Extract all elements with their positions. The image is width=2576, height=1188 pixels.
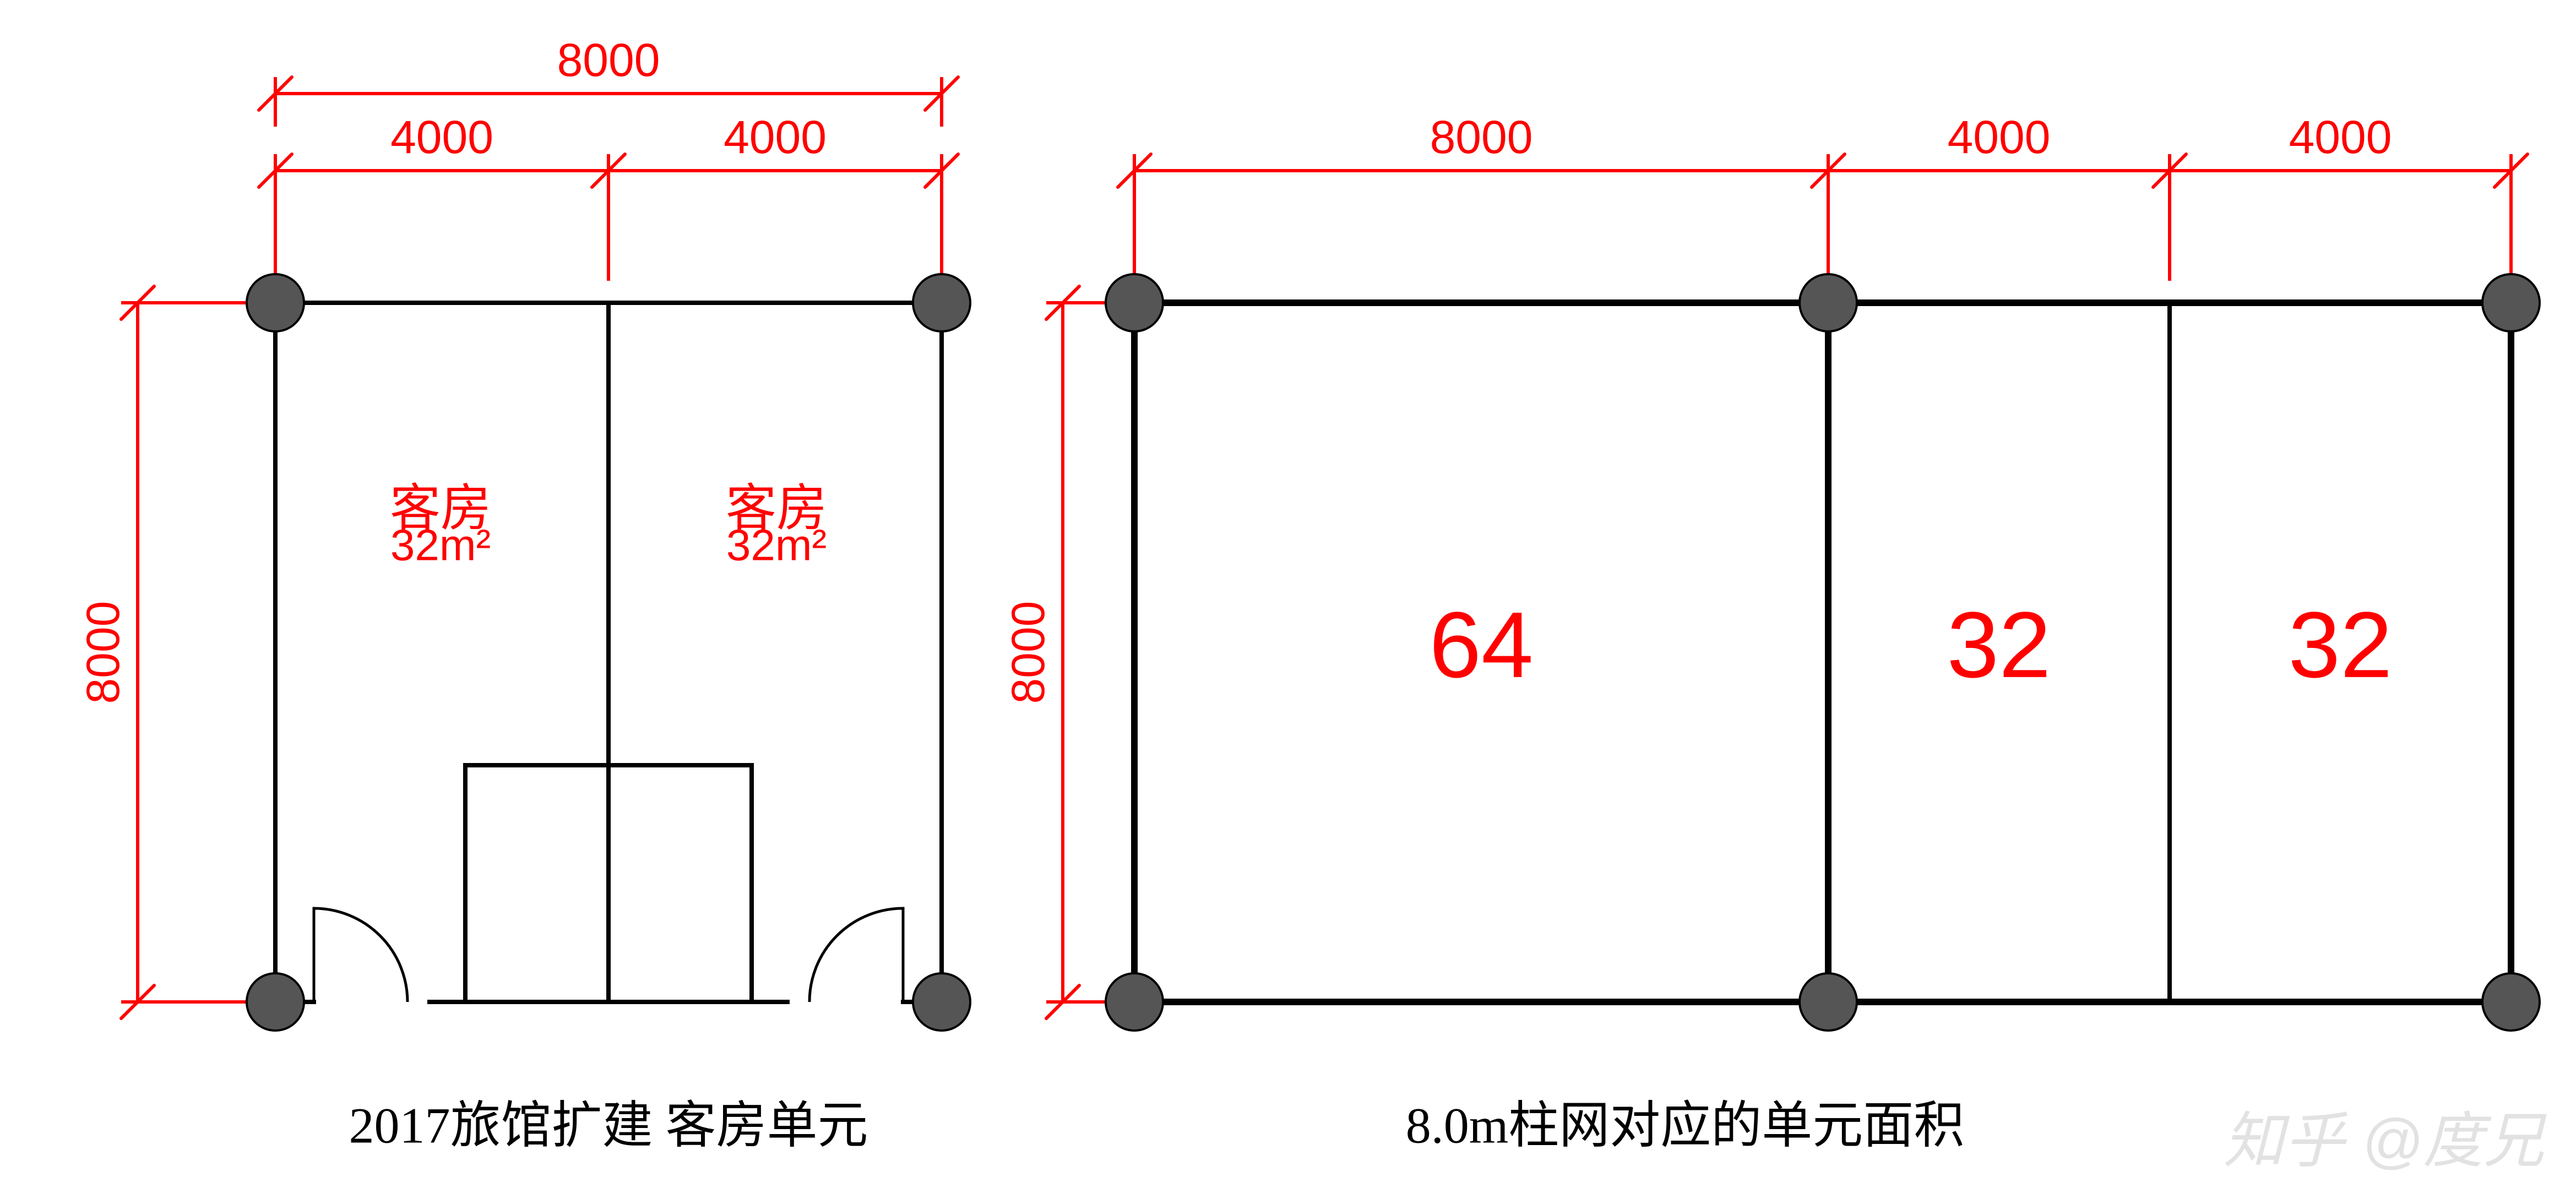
- left-caption: 2017旅馆扩建 客房单元: [349, 1098, 868, 1154]
- right-col-b1: [1800, 973, 1857, 1031]
- right-col-b2: [2482, 973, 2540, 1031]
- left-col-br: [913, 973, 970, 1031]
- right-cell-value-0: 64: [1429, 593, 1533, 697]
- right-diagram: 8000 4000 4000 8000 64 32 32 8.0m柱网对应的单元面积: [1002, 111, 2540, 1154]
- left-vert-dim: 8000: [77, 286, 253, 1018]
- left-diagram: 8000400040008000客房32m²客房32m²2017旅馆扩建 客房单…: [77, 34, 970, 1154]
- right-col-t1: [1800, 274, 1857, 331]
- right-col-t2: [2482, 274, 2540, 331]
- left-top-dim-split: 4000 4000: [259, 111, 958, 281]
- room-area-1: 32m²: [726, 521, 827, 570]
- door-arc-right: [809, 908, 903, 1002]
- right-col-t0: [1106, 274, 1163, 331]
- left-plan-walls: [275, 303, 942, 1002]
- left-col-bl: [247, 973, 304, 1031]
- door-arc-left: [314, 908, 407, 1002]
- left-top-dim-split-label-1: 4000: [724, 111, 827, 163]
- right-vert-dim-label: 8000: [1002, 601, 1054, 704]
- left-top-dim-overall-label: 8000: [557, 34, 660, 86]
- right-vert-dim: 8000: [1002, 286, 1123, 1018]
- right-cell-value-1: 32: [1947, 593, 2051, 697]
- right-cell-value-2: 32: [2288, 593, 2392, 697]
- room-area-0: 32m²: [390, 521, 491, 570]
- left-top-dim-split-label-0: 4000: [390, 111, 493, 163]
- right-top-dim-label-1: 4000: [1948, 111, 2051, 163]
- right-top-dim-label-2: 4000: [2289, 111, 2392, 163]
- watermark: 知乎 @度兄: [2224, 1107, 2547, 1175]
- left-top-dim-overall: 8000: [259, 34, 958, 127]
- left-vert-dim-label: 8000: [77, 601, 129, 704]
- left-col-tr: [913, 274, 970, 331]
- right-caption: 8.0m柱网对应的单元面积: [1406, 1098, 1965, 1154]
- left-col-tl: [247, 274, 304, 331]
- right-top-dim-label-0: 8000: [1430, 111, 1533, 163]
- right-top-dim: 8000 4000 4000: [1118, 111, 2528, 281]
- right-col-b0: [1106, 973, 1163, 1031]
